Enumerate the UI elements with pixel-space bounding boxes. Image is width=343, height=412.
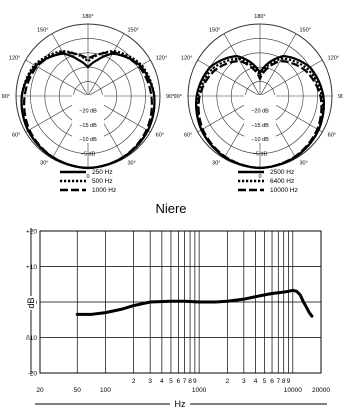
angle-label: 30°	[212, 161, 220, 167]
angle-label: 60°	[328, 133, 336, 139]
ring-label: −15 dB	[79, 123, 97, 129]
polar-spoke	[87, 33, 125, 97]
legend-label: 2500 Hz	[270, 169, 294, 176]
polar-series-dashed	[197, 59, 323, 170]
y-tick-label: ñ10	[26, 335, 37, 342]
angle-label: 180°	[254, 14, 265, 20]
x-tick-label: 100	[100, 387, 111, 394]
angle-label: 150°	[300, 27, 311, 33]
angle-label: 30°	[300, 161, 308, 167]
x-tick-label: 20	[36, 387, 44, 394]
x-tick-label: 6	[270, 378, 274, 385]
x-tick-label: 9	[287, 378, 291, 385]
polar-series-dotted	[196, 57, 324, 170]
x-tick-label: 1000	[192, 387, 207, 394]
legend-low: 250 Hz 500 Hz 1000 Hz	[60, 169, 116, 194]
legend-label: 500 Hz	[92, 178, 113, 185]
x-tick-label: 4	[254, 378, 258, 385]
polar-spoke	[259, 59, 323, 97]
angle-label: 120°	[328, 56, 339, 62]
polar-spoke	[197, 59, 261, 97]
polar-series-dashed	[23, 51, 153, 170]
angle-label: 0	[258, 174, 261, 180]
legend-label: 1000 Hz	[92, 187, 116, 194]
ring-label: −5 dB	[81, 152, 96, 158]
y-tick-label: -20	[28, 371, 38, 378]
angle-label: 150°	[37, 27, 48, 33]
x-tick-label: 2	[132, 378, 136, 385]
x-label-backing	[170, 398, 190, 410]
section-caption: Niere	[155, 201, 186, 216]
angle-label: 90°	[2, 94, 10, 100]
ring-label: −20 dB	[79, 108, 97, 114]
x-tick-label: 2	[226, 378, 230, 385]
angle-label: 60°	[156, 133, 164, 139]
angle-label: 120°	[9, 56, 20, 62]
legend-label: 10000 Hz	[270, 187, 298, 194]
y-tick-label: +20	[26, 229, 37, 236]
ring-label-backing	[244, 95, 276, 143]
angle-label: 60°	[184, 133, 192, 139]
angle-label: 120°	[156, 56, 167, 62]
angle-label: 180°	[82, 14, 93, 20]
x-tick-label: 3	[148, 378, 152, 385]
y-axis-label: dB	[26, 297, 36, 308]
angle-label: 90°	[166, 94, 174, 100]
ring-label: −20 dB	[251, 108, 269, 114]
angle-label: 150°	[128, 27, 139, 33]
angle-label: 30°	[128, 161, 136, 167]
ring-label-backing	[72, 95, 104, 143]
ring-label: −10 dB	[79, 137, 97, 143]
angle-label: 60°	[12, 133, 20, 139]
angle-label: 90°	[338, 94, 343, 100]
ring-label: −15 dB	[251, 123, 269, 129]
angle-label: 0	[86, 174, 89, 180]
x-tick-label: 6	[177, 378, 181, 385]
x-tick-label: 50	[74, 387, 82, 394]
x-tick-label: 10000	[284, 387, 302, 394]
frequency-response-chart: +20+100ñ10-20205010023456789100023456789…	[26, 228, 330, 410]
x-tick-label: 7	[183, 378, 187, 385]
ring-label: −5 dB	[253, 152, 268, 158]
angle-label: 30°	[40, 161, 48, 167]
x-tick-label: 9	[193, 378, 197, 385]
x-axis-label: Hz	[175, 399, 186, 409]
legend-label: 6400 Hz	[270, 178, 294, 185]
x-tick-label: 8	[282, 378, 286, 385]
ring-label: −10 dB	[251, 137, 269, 143]
angle-label: 90°	[174, 94, 182, 100]
x-tick-label: 8	[188, 378, 192, 385]
plot-frame	[39, 230, 322, 374]
x-tick-label: 5	[169, 378, 173, 385]
x-tick-label: 5	[263, 378, 267, 385]
response-curve	[75, 288, 314, 318]
angle-label: 120°	[181, 56, 192, 62]
y-tick-label: +10	[26, 264, 37, 271]
x-tick-label: 20000	[312, 387, 330, 394]
x-tick-label: 4	[160, 378, 164, 385]
angle-label: 150°	[209, 27, 220, 33]
polar-spoke	[51, 33, 89, 97]
polar-series-dotted	[20, 50, 156, 170]
y-label-backing	[26, 296, 36, 310]
polar-spoke	[259, 33, 297, 97]
polar-chart-low: 180° 150° 150° 120° 120° 90° 90° 60° 60° 30° 30° 0 −…	[2, 14, 175, 180]
x-tick-label: 3	[242, 378, 246, 385]
polar-chart-high: 180° 150° 150° 120° 120° 90° 90° 60° 60° 30° 30° 0 −…	[174, 14, 343, 180]
legend-high: 2500 Hz 6400 Hz 10000 Hz	[238, 169, 298, 194]
legend-label: 250 Hz	[92, 169, 113, 176]
x-tick-label: 7	[276, 378, 280, 385]
polar-spoke	[223, 33, 261, 97]
